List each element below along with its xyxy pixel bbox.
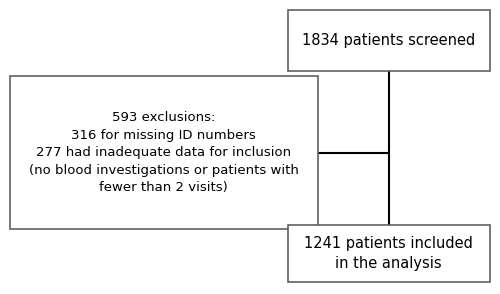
Bar — [10, 76, 318, 229]
Text: 1834 patients screened: 1834 patients screened — [302, 33, 476, 48]
Bar — [288, 10, 490, 71]
Text: 1241 patients included
in the analysis: 1241 patients included in the analysis — [304, 236, 473, 271]
Bar — [288, 225, 490, 282]
Text: 593 exclusions:
316 for missing ID numbers
277 had inadequate data for inclusion: 593 exclusions: 316 for missing ID numbe… — [29, 111, 298, 194]
